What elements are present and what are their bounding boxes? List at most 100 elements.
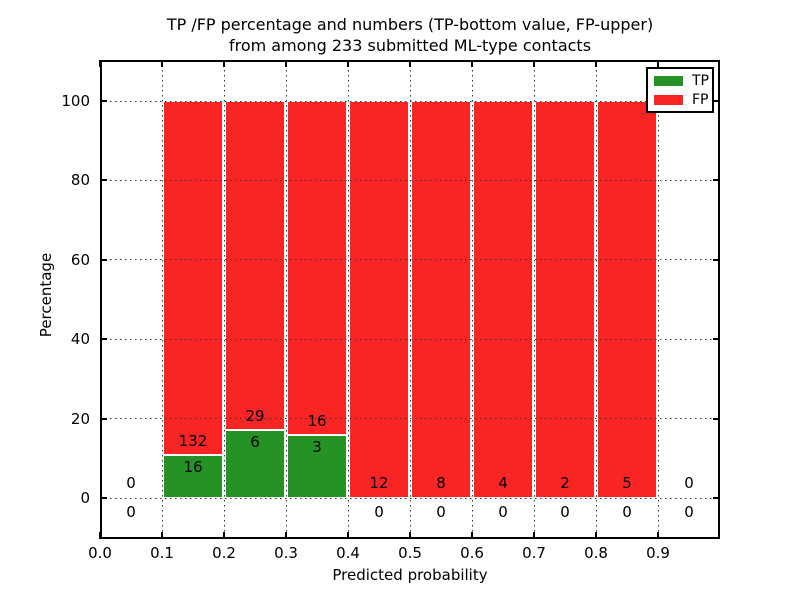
gridline-v-0.8 (595, 60, 597, 539)
bar-fp (535, 101, 595, 498)
plot-area: 0 0 132 16 29 6 16 3 12 0 8 0 4 0 2 0 5 0 0 0 (99, 60, 720, 539)
bar-label-tp: 3 (312, 438, 322, 457)
tick-right-40 (713, 338, 720, 341)
bar-fp (597, 101, 657, 498)
x-tick-label-0.1: 0.1 (150, 544, 174, 562)
tick-left-40 (100, 338, 107, 341)
tick-bottom-0 (99, 532, 101, 539)
tick-right-80 (713, 179, 720, 182)
bar-fp (163, 101, 223, 456)
tick-right-20 (713, 417, 720, 420)
bar-label-tp: 0 (498, 503, 508, 521)
tick-top-0.9 (657, 60, 659, 67)
gridline-v-0.6 (471, 60, 473, 539)
y-tick-label-40: 40 (70, 330, 90, 349)
tick-top-0.4 (347, 60, 349, 67)
tick-top-0.3 (285, 60, 287, 67)
gridline-v-0.1 (161, 60, 163, 539)
tick-bottom-0.3 (285, 532, 287, 539)
tick-right-60 (713, 258, 720, 261)
y-tick-label-100: 100 (61, 92, 90, 110)
bar-fp (287, 101, 347, 436)
bar-label-tp: 0 (560, 503, 570, 521)
tick-top-0.7 (533, 60, 535, 67)
tick-top-0.8 (595, 60, 597, 67)
x-tick-label-0.8: 0.8 (584, 544, 608, 562)
bar-tp (287, 435, 347, 498)
legend-fp-label: FP (692, 92, 709, 108)
x-tick-label-0.4: 0.4 (336, 544, 360, 562)
tick-bottom-0.9 (657, 532, 659, 539)
y-tick-label-60: 60 (70, 250, 90, 269)
chart-title-line1: TP /FP percentage and numbers (TP-bottom… (166, 15, 654, 34)
bar-label-tp: 6 (250, 432, 260, 451)
bar-label-tp: 0 (684, 503, 694, 521)
bar-label-fp: 2 (560, 474, 570, 492)
tick-top-0 (99, 60, 101, 67)
bar-fp (225, 101, 285, 430)
bar-label-fp: 12 (369, 474, 389, 492)
bar-label-fp: 4 (498, 474, 508, 492)
bar-label-tp: 16 (183, 458, 203, 477)
bar-fp (473, 101, 533, 498)
tick-left-100 (100, 100, 107, 102)
gridline-v-0.7 (533, 60, 535, 539)
gridline-v-0.2 (223, 60, 225, 539)
chart-title: TP /FP percentage and numbers (TP-bottom… (110, 14, 710, 56)
bar-label-fp: 29 (245, 406, 265, 425)
gridline-v-0.3 (285, 60, 287, 539)
chart-title-line2: from among 233 submitted ML-type contact… (228, 36, 592, 55)
tick-bottom-0.6 (471, 532, 473, 539)
tick-bottom-0.1 (161, 532, 163, 539)
bar-tp (225, 429, 285, 498)
legend-tp-swatch (654, 76, 683, 86)
x-tick-label-0.2: 0.2 (212, 544, 236, 562)
tick-top-0.5 (409, 60, 411, 67)
y-tick-label-20: 20 (70, 409, 90, 428)
legend-tp-label: TP (692, 73, 709, 89)
tick-bottom-0.5 (409, 532, 411, 539)
tick-left-20 (100, 417, 107, 420)
bar-label-fp: 0 (126, 474, 136, 492)
tick-bottom-0.7 (533, 532, 535, 539)
bar-label-fp: 132 (178, 432, 208, 451)
bar-label-fp: 0 (684, 474, 694, 492)
bar-label-tp: 0 (126, 503, 136, 521)
x-tick-label-0.3: 0.3 (274, 544, 298, 562)
legend-item-fp: FP (654, 93, 712, 107)
legend-item-tp: TP (654, 74, 712, 88)
tick-top-0.6 (471, 60, 473, 67)
bar-label-tp: 0 (622, 503, 632, 521)
bar-label-tp: 0 (374, 503, 384, 521)
x-tick-label-0.0: 0.0 (88, 544, 112, 562)
tick-bottom-0.2 (223, 532, 225, 539)
bar-label-fp: 16 (307, 412, 327, 431)
tick-right-0 (713, 497, 720, 499)
gridline-v-0.9 (657, 60, 659, 539)
bar-fp (349, 101, 409, 498)
tick-top-0.2 (223, 60, 225, 67)
tick-bottom-0.8 (595, 532, 597, 539)
legend: TP FP (646, 67, 714, 113)
tick-left-80 (100, 179, 107, 182)
bar-label-fp: 5 (622, 474, 632, 492)
bar-label-fp: 8 (436, 474, 446, 492)
gridline-v-0.4 (347, 60, 349, 539)
x-tick-label-0.5: 0.5 (398, 544, 422, 562)
y-tick-label-0: 0 (80, 489, 90, 507)
tick-left-60 (100, 258, 107, 261)
tick-left-0 (100, 497, 107, 499)
tick-right-100 (713, 100, 720, 102)
y-tick-label-80: 80 (70, 171, 90, 190)
x-tick-label-0.6: 0.6 (460, 544, 484, 562)
tick-bottom-0.4 (347, 532, 349, 539)
legend-fp-swatch (654, 95, 683, 105)
bar-fp (411, 101, 471, 498)
tick-top-0.1 (161, 60, 163, 67)
x-tick-label-0.9: 0.9 (646, 544, 670, 562)
gridline-v-0.5 (409, 60, 411, 539)
x-tick-label-0.7: 0.7 (522, 544, 546, 562)
x-axis-label: Predicted probability (332, 566, 488, 584)
bar-tp (163, 455, 223, 498)
